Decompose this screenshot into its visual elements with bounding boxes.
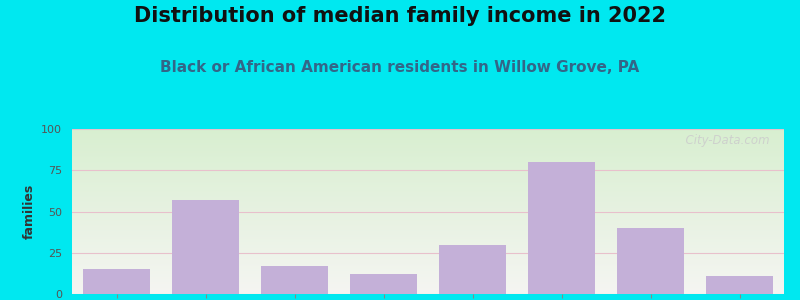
Bar	[350, 274, 417, 294]
Bar	[83, 269, 150, 294]
Bar	[172, 200, 239, 294]
Text: Distribution of median family income in 2022: Distribution of median family income in …	[134, 6, 666, 26]
Bar	[528, 162, 595, 294]
Y-axis label: families: families	[22, 184, 36, 239]
Bar	[261, 266, 328, 294]
Text: City-Data.com: City-Data.com	[678, 134, 770, 147]
Bar	[706, 276, 773, 294]
Text: Black or African American residents in Willow Grove, PA: Black or African American residents in W…	[160, 60, 640, 75]
Bar	[439, 244, 506, 294]
Bar	[617, 228, 684, 294]
